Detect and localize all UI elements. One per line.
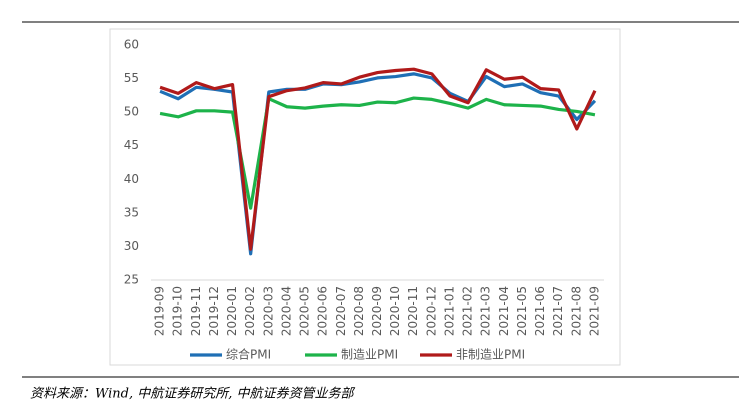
- x-tick-label: 2020-03: [261, 286, 275, 336]
- x-tick-label: 2021-02: [461, 286, 475, 336]
- x-tick-label: 2020-01: [225, 286, 239, 336]
- y-tick-label: 55: [124, 71, 139, 85]
- series-line: [159, 96, 596, 210]
- source-note: 资料来源：Wind, 中航证券研究所, 中航证券资管业务部: [30, 386, 356, 402]
- y-tick-label: 50: [124, 105, 139, 119]
- y-tick-label: 35: [124, 205, 139, 219]
- x-tick-label: 2021-04: [497, 286, 511, 336]
- x-tick-label: 2019-12: [207, 286, 221, 336]
- x-tick-label: 2020-05: [298, 286, 312, 336]
- x-tick-label: 2020-02: [243, 286, 257, 336]
- y-tick-label: 30: [124, 239, 139, 253]
- x-tick-label: 2021-03: [479, 286, 493, 336]
- y-tick-label: 40: [124, 172, 139, 186]
- x-tick-label: 2020-12: [424, 286, 438, 336]
- series-line: [159, 67, 597, 251]
- x-tick-label: 2021-07: [551, 286, 565, 336]
- chart-frame: [109, 28, 621, 366]
- x-tick-label: 2020-07: [334, 286, 348, 336]
- x-tick-label: 2021-06: [533, 286, 547, 336]
- legend-label: 制造业PMI: [341, 348, 398, 362]
- x-tick-label: 2019-11: [189, 286, 203, 336]
- y-tick-label: 60: [124, 38, 139, 52]
- x-tick-label: 2020-06: [316, 286, 330, 336]
- x-tick-label: 2021-09: [587, 286, 601, 336]
- x-tick-label: 2020-11: [406, 286, 420, 336]
- x-tick-label: 2019-10: [171, 286, 185, 336]
- x-tick-label: 2020-04: [279, 286, 293, 336]
- legend-label: 综合PMI: [226, 347, 271, 362]
- x-tick-label: 2021-08: [569, 286, 583, 336]
- y-tick-label: 25: [124, 273, 139, 287]
- x-tick-label: 2019-09: [153, 286, 167, 336]
- y-tick-label: 45: [124, 138, 139, 152]
- x-tick-label: 2021-05: [515, 286, 529, 336]
- x-tick-label: 2021-01: [442, 286, 456, 336]
- x-tick-label: 2020-08: [352, 286, 366, 336]
- legend-label: 非制造业PMI: [456, 348, 525, 362]
- x-tick-label: 2020-10: [388, 286, 402, 336]
- x-tick-label: 2020-09: [370, 286, 384, 336]
